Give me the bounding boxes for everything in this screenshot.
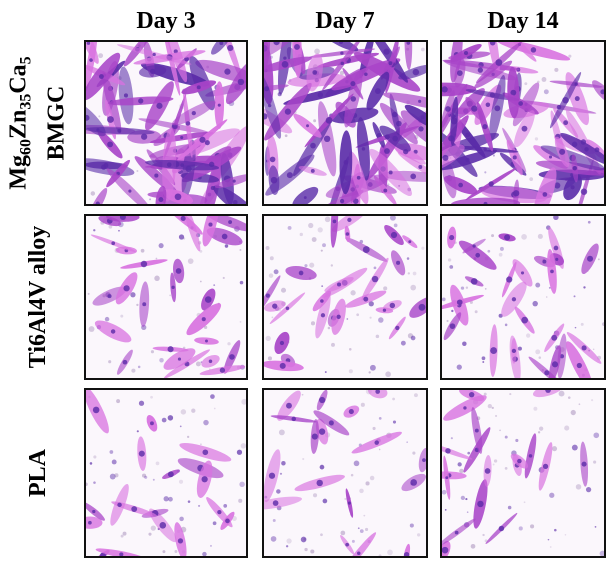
stained-cells-image	[264, 390, 426, 556]
stained-cells-image	[442, 216, 604, 378]
row-label-bmgc: Mg60Zn35Ca5 BMGC	[0, 40, 76, 206]
stained-cells-image	[442, 390, 604, 556]
column-header-day-14: Day 14	[487, 8, 559, 34]
micrograph-panel-r2-c2	[262, 214, 428, 380]
micrograph-panel-r2-c3	[440, 214, 606, 380]
row-label-pla: PLA	[25, 449, 51, 497]
stained-cells-image	[442, 42, 604, 204]
micrograph-panel-r3-c1	[84, 388, 248, 558]
micrograph-panel-r3-c2	[262, 388, 428, 558]
row-label-ti6al4v: Ti6Al4V alloy	[25, 225, 52, 369]
stained-cells-image	[86, 216, 246, 378]
stained-cells-image	[86, 42, 246, 204]
micrograph-panel-r1-c2	[262, 40, 428, 206]
micrograph-panel-r3-c3	[440, 388, 606, 558]
column-header-day-7: Day 7	[315, 8, 375, 34]
row-label-bmgc-formula: Mg60Zn35Ca5	[6, 56, 36, 190]
micrograph-panel-r2-c1	[84, 214, 248, 380]
stained-cells-image	[86, 390, 246, 556]
stained-cells-image	[264, 42, 426, 204]
micrograph-panel-r1-c3	[440, 40, 606, 206]
row-label-bmgc-name: BMGC	[44, 85, 71, 161]
micrograph-panel-r1-c1	[84, 40, 248, 206]
stained-cells-image	[264, 216, 426, 378]
column-header-day-3: Day 3	[136, 8, 196, 34]
